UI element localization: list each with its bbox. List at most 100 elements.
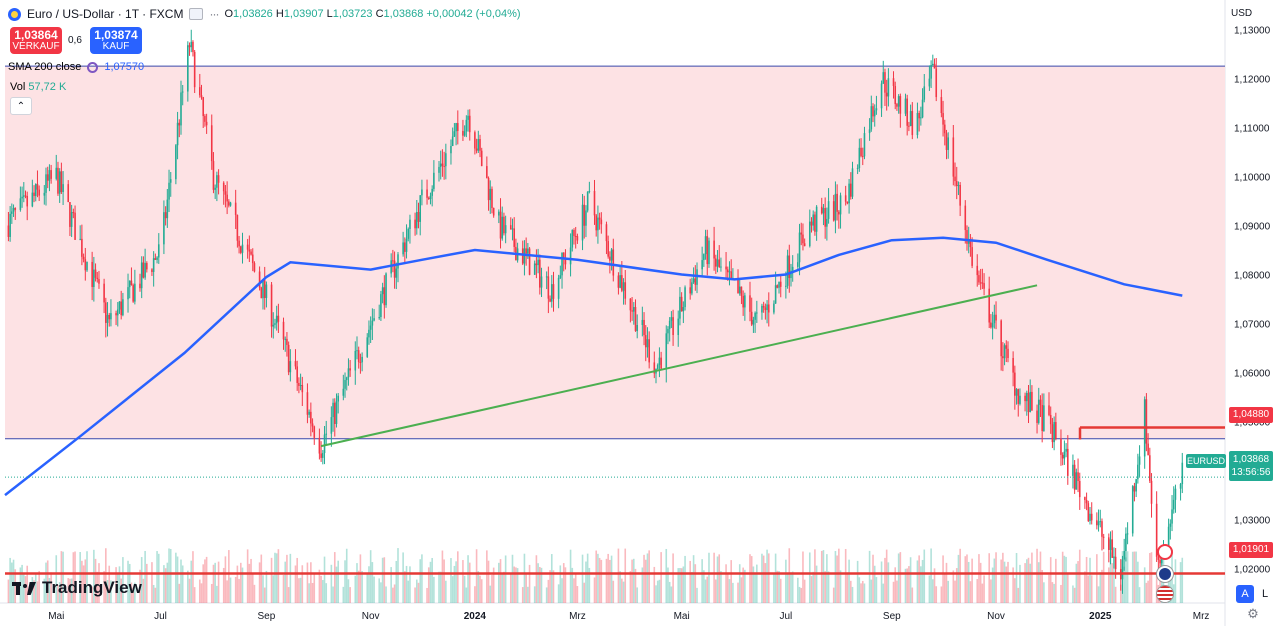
volume-bar bbox=[468, 562, 471, 603]
volume-bar bbox=[298, 578, 300, 603]
economic-event-icon[interactable] bbox=[1157, 566, 1173, 582]
volume-bar bbox=[228, 550, 230, 603]
candle-body bbox=[1087, 503, 1090, 521]
candle-body bbox=[187, 45, 189, 92]
volume-bar bbox=[306, 562, 309, 603]
us-flag-event-icon[interactable] bbox=[1157, 586, 1173, 602]
volume-bar bbox=[118, 566, 121, 603]
symbol-title[interactable]: Euro / US-Dollar · 1T · FXCM bbox=[27, 7, 184, 21]
sma-label[interactable]: SMA 200 close bbox=[8, 61, 82, 73]
candle-body bbox=[1123, 551, 1125, 560]
candle-body bbox=[270, 284, 273, 327]
candle-body bbox=[105, 302, 107, 323]
volume-bar bbox=[465, 587, 468, 603]
volume-bar bbox=[863, 583, 866, 603]
volume-bar bbox=[933, 568, 936, 603]
candle-body bbox=[1073, 464, 1076, 490]
level-price-tag: 1,04880 bbox=[1229, 407, 1273, 423]
candle-body bbox=[576, 236, 579, 241]
volume-bar bbox=[728, 579, 731, 603]
volume-legend[interactable]: Vol 57,72 K bbox=[10, 81, 66, 93]
volume-bar bbox=[935, 586, 938, 603]
volume-bar bbox=[127, 560, 129, 603]
currency-selector[interactable]: USD bbox=[1231, 8, 1253, 19]
dividend-event-icon[interactable] bbox=[1157, 544, 1173, 560]
volume-bar bbox=[861, 580, 864, 603]
sell-price: 1,03864 bbox=[14, 28, 58, 42]
volume-bar bbox=[310, 562, 312, 603]
candle-body bbox=[718, 259, 721, 267]
volume-bar bbox=[175, 552, 177, 603]
volume-bar bbox=[366, 573, 369, 603]
candle-body bbox=[894, 86, 897, 105]
volume-bar bbox=[347, 579, 350, 603]
candle-body bbox=[836, 193, 838, 212]
volume-bar bbox=[188, 578, 191, 603]
volume-bar bbox=[144, 550, 146, 603]
log-scale-button[interactable]: L bbox=[1261, 588, 1269, 600]
settings-gear-icon[interactable]: ⚙ bbox=[1247, 606, 1259, 621]
symbol-legend[interactable]: Euro / US-Dollar · 1T · FXCM ··· O1,0382… bbox=[8, 7, 521, 21]
candle-body bbox=[475, 148, 478, 151]
volume-bar bbox=[849, 580, 852, 603]
candle-body bbox=[643, 319, 645, 336]
volume-bar bbox=[202, 564, 205, 603]
buy-button[interactable]: 1,03874 KAUF bbox=[90, 27, 142, 54]
candle-body bbox=[222, 182, 225, 192]
collapse-legend-button[interactable]: ⌃ bbox=[10, 97, 32, 115]
volume-bar bbox=[621, 578, 623, 603]
candle-body bbox=[251, 254, 254, 264]
candle-body bbox=[344, 380, 346, 389]
volume-bar bbox=[248, 563, 251, 603]
candle-body bbox=[12, 208, 15, 212]
volume-bar bbox=[55, 555, 58, 603]
volume-bar bbox=[426, 587, 428, 603]
time-tick-label: Jul bbox=[154, 611, 167, 622]
volume-bar bbox=[887, 562, 890, 603]
volume-bar bbox=[176, 556, 179, 603]
candle-body bbox=[851, 168, 854, 197]
volume-bar bbox=[205, 556, 208, 603]
volume-bar bbox=[1012, 567, 1014, 603]
volume-bar bbox=[429, 561, 432, 603]
candle-body bbox=[826, 218, 828, 227]
candle-body bbox=[1075, 472, 1078, 490]
candle-body bbox=[641, 319, 644, 326]
candle-body bbox=[72, 212, 75, 214]
candle-body bbox=[1014, 372, 1016, 396]
candle-body bbox=[1060, 438, 1062, 455]
volume-bar bbox=[1179, 562, 1182, 603]
volume-bar bbox=[263, 587, 266, 603]
candle-body bbox=[103, 283, 105, 303]
volume-bar bbox=[1049, 557, 1052, 603]
candle-body bbox=[1015, 389, 1018, 396]
candle-body bbox=[814, 214, 816, 232]
volume-bar bbox=[193, 587, 196, 603]
volume-bar bbox=[1131, 551, 1134, 603]
volume-bar bbox=[1101, 569, 1103, 603]
volume-bar bbox=[301, 565, 304, 603]
candle-body bbox=[744, 295, 746, 308]
candle-body bbox=[884, 72, 886, 93]
volume-bar bbox=[860, 583, 862, 603]
volume-bar bbox=[86, 551, 88, 603]
volume-bar bbox=[600, 559, 603, 603]
candle-body bbox=[945, 133, 948, 150]
auto-scale-button[interactable]: A bbox=[1236, 585, 1254, 603]
volume-bar bbox=[1024, 563, 1026, 603]
more-options-icon[interactable]: ··· bbox=[209, 7, 219, 21]
volume-bar bbox=[438, 571, 440, 603]
sma-legend[interactable]: SMA 200 close 1,07570 bbox=[8, 61, 144, 73]
volume-bar bbox=[265, 570, 268, 603]
price-tick-label: 1,02000 bbox=[1234, 565, 1271, 576]
visibility-toggle-icon[interactable] bbox=[189, 8, 204, 20]
candle-body bbox=[1169, 523, 1172, 527]
candle-body bbox=[385, 273, 387, 306]
volume-bar bbox=[419, 559, 422, 603]
volume-bar bbox=[713, 552, 715, 603]
volume-bar bbox=[533, 586, 536, 603]
volume-bar bbox=[12, 559, 15, 603]
candle-body bbox=[882, 72, 885, 84]
sell-button[interactable]: 1,03864 VERKAUF bbox=[10, 27, 62, 54]
